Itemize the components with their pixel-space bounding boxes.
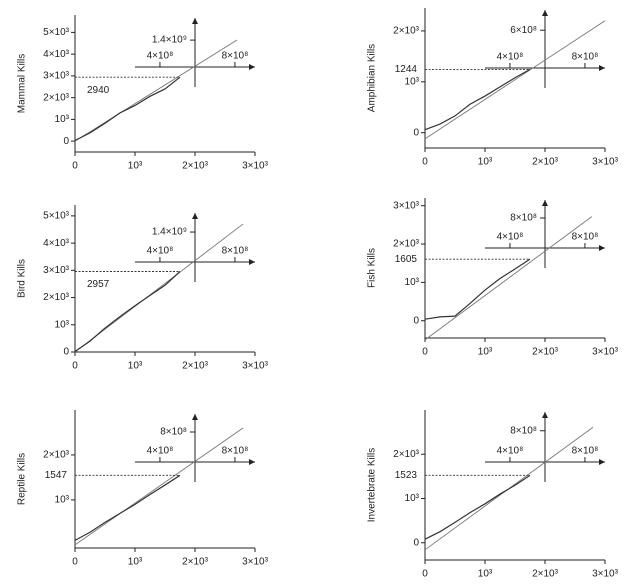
y-tick-label: 2×10³ xyxy=(393,449,420,460)
y-tick-label: 2×10³ xyxy=(43,292,70,303)
inset-x-tick-label: 4×10⁸ xyxy=(497,232,524,243)
x-tick-label: 10³ xyxy=(478,157,493,168)
y-tick-label: 0 xyxy=(413,315,419,326)
y-axis-label: Reptile Kills xyxy=(17,453,28,505)
y-tick-label: 2×10³ xyxy=(43,450,70,461)
y-tick-label: 3×10³ xyxy=(43,71,70,82)
x-tick-label: 3×10³ xyxy=(242,557,269,568)
x-tick-label: 3×10³ xyxy=(242,161,269,172)
y-axis-label: Amphibian Kills xyxy=(367,44,378,112)
data-line xyxy=(424,474,531,540)
y-axis-label: Mammal Kills xyxy=(17,54,28,113)
inset-y-tick-label: 8×10⁸ xyxy=(510,213,537,224)
reference-label: 1523 xyxy=(395,470,418,481)
y-tick-label: 0 xyxy=(413,537,419,548)
y-tick-label: 0 xyxy=(63,136,69,147)
data-line xyxy=(424,68,531,131)
y-axis-label: Bird Kills xyxy=(17,259,28,298)
inset-y-tick-label: 1.4×10⁹ xyxy=(152,35,187,46)
x-tick-label: 2×10³ xyxy=(182,161,209,172)
inset-y-tick-label: 8×10⁸ xyxy=(510,425,537,436)
inset-x-tick-label: 8×10⁸ xyxy=(222,51,249,62)
x-tick-label: 2×10³ xyxy=(182,557,209,568)
y-tick-label: 10³ xyxy=(405,76,420,87)
y-tick-label: 10³ xyxy=(55,319,70,330)
x-tick-label: 3×10³ xyxy=(592,347,619,358)
y-tick-label: 10³ xyxy=(55,114,70,125)
fit-line xyxy=(424,20,606,140)
inset-y-tick-label: 8×10⁸ xyxy=(160,427,187,438)
reference-label: 1605 xyxy=(395,254,418,265)
fit-line xyxy=(74,223,244,353)
reference-label: 1244 xyxy=(395,64,418,75)
x-tick-label: 10³ xyxy=(128,557,143,568)
y-tick-label: 5×10³ xyxy=(43,27,70,38)
x-tick-label: 2×10³ xyxy=(182,361,209,372)
x-tick-label: 0 xyxy=(422,569,428,580)
y-tick-label: 10³ xyxy=(405,277,420,288)
inset-y-tick-label: 6×10⁸ xyxy=(510,25,537,36)
y-tick-label: 4×10³ xyxy=(43,49,70,60)
inset-x-tick-label: 4×10⁸ xyxy=(147,51,174,62)
y-tick-label: 10³ xyxy=(55,495,70,506)
x-tick-label: 10³ xyxy=(128,361,143,372)
reference-label: 1547 xyxy=(45,470,68,481)
x-tick-label: 0 xyxy=(72,161,78,172)
y-tick-label: 5×10³ xyxy=(43,211,70,222)
y-tick-label: 4×10³ xyxy=(43,238,70,249)
x-tick-label: 3×10³ xyxy=(592,569,619,580)
y-tick-label: 0 xyxy=(413,127,419,138)
data-line xyxy=(74,474,181,541)
x-tick-label: 2×10³ xyxy=(532,157,559,168)
y-tick-label: 3×10³ xyxy=(393,200,420,211)
x-tick-label: 2×10³ xyxy=(532,347,559,358)
x-tick-label: 10³ xyxy=(478,569,493,580)
x-tick-label: 3×10³ xyxy=(592,157,619,168)
reference-label: 2940 xyxy=(87,85,110,96)
inset-x-tick-label: 4×10⁸ xyxy=(147,246,174,257)
x-tick-label: 10³ xyxy=(128,161,143,172)
fit-line xyxy=(74,39,238,142)
x-tick-label: 0 xyxy=(72,557,78,568)
y-tick-label: 0 xyxy=(63,347,69,358)
y-tick-label: 3×10³ xyxy=(43,265,70,276)
inset-x-tick-label: 4×10⁸ xyxy=(497,52,524,63)
y-tick-label: 2×10³ xyxy=(393,239,420,250)
y-tick-label: 2×10³ xyxy=(43,92,70,103)
x-tick-label: 0 xyxy=(422,347,428,358)
y-axis-label: Fish Kills xyxy=(367,248,378,288)
data-line xyxy=(74,271,181,352)
y-tick-label: 2×10³ xyxy=(393,26,420,37)
x-tick-label: 0 xyxy=(72,361,78,372)
inset-x-tick-label: 4×10⁸ xyxy=(147,446,174,457)
inset-x-tick-label: 8×10⁸ xyxy=(572,446,599,457)
inset-y-tick-label: 1.4×10⁹ xyxy=(152,227,187,238)
inset-x-tick-label: 8×10⁸ xyxy=(222,246,249,257)
inset-x-tick-label: 8×10⁸ xyxy=(572,52,599,63)
fit-line xyxy=(74,427,244,546)
y-tick-label: 10³ xyxy=(405,493,420,504)
x-tick-label: 10³ xyxy=(478,347,493,358)
inset-x-tick-label: 4×10⁸ xyxy=(497,446,524,457)
x-tick-label: 0 xyxy=(422,157,428,168)
fit-line xyxy=(424,216,593,341)
inset-x-tick-label: 8×10⁸ xyxy=(222,446,249,457)
data-line xyxy=(424,258,531,320)
x-tick-label: 3×10³ xyxy=(242,361,269,372)
data-line xyxy=(74,76,181,142)
y-axis-label: Invertebrate Kills xyxy=(367,448,378,522)
inset-x-tick-label: 8×10⁸ xyxy=(572,232,599,243)
x-tick-label: 2×10³ xyxy=(532,569,559,580)
reference-label: 2957 xyxy=(87,279,110,290)
